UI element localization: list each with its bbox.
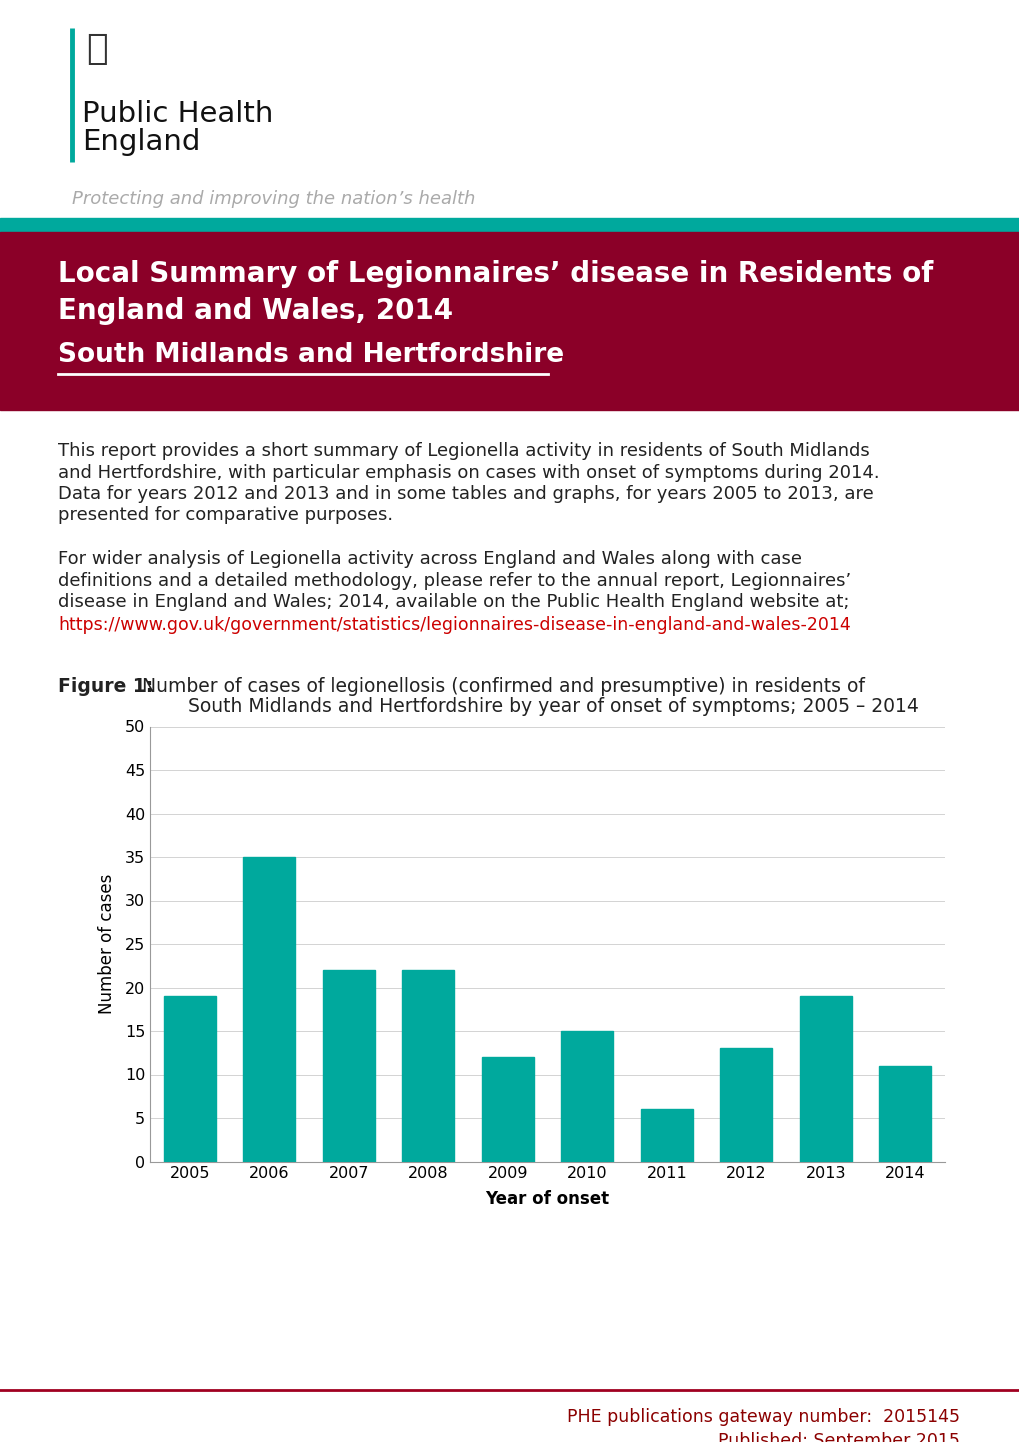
Text: PHE publications gateway number:  2015145: PHE publications gateway number: 2015145 <box>567 1407 959 1426</box>
Bar <box>481 1057 533 1161</box>
Text: presented for comparative purposes.: presented for comparative purposes. <box>58 506 392 525</box>
Bar <box>799 996 851 1161</box>
Text: South Midlands and Hertfordshire by year of onset of symptoms; 2005 – 2014: South Midlands and Hertfordshire by year… <box>187 698 918 717</box>
Bar <box>878 1066 930 1161</box>
Text: and Hertfordshire, with particular emphasis on cases with onset of symptoms duri: and Hertfordshire, with particular empha… <box>58 463 878 482</box>
Text: disease in England and Wales; 2014, available on the Public Health England websi: disease in England and Wales; 2014, avai… <box>58 593 849 611</box>
Text: England: England <box>82 128 200 156</box>
Text: Figure 1:: Figure 1: <box>58 676 153 695</box>
Bar <box>0 232 1019 410</box>
Text: definitions and a detailed methodology, please refer to the annual report, Legio: definitions and a detailed methodology, … <box>58 571 851 590</box>
Text: Protecting and improving the nation’s health: Protecting and improving the nation’s he… <box>72 190 475 208</box>
X-axis label: Year of onset: Year of onset <box>485 1190 609 1208</box>
Bar <box>719 1048 771 1161</box>
Y-axis label: Number of cases: Number of cases <box>99 874 116 1014</box>
Text: 👑: 👑 <box>86 32 108 66</box>
Text: This report provides a short summary of Legionella activity in residents of Sout: This report provides a short summary of … <box>58 443 869 460</box>
Text: Data for years 2012 and 2013 and in some tables and graphs, for years 2005 to 20: Data for years 2012 and 2013 and in some… <box>58 485 873 503</box>
Text: England and Wales, 2014: England and Wales, 2014 <box>58 297 452 324</box>
Bar <box>640 1109 692 1161</box>
Bar <box>164 996 215 1161</box>
Text: Published: September 2015: Published: September 2015 <box>717 1432 959 1442</box>
Text: Local Summary of Legionnaires’ disease in Residents of: Local Summary of Legionnaires’ disease i… <box>58 260 932 288</box>
Bar <box>323 970 374 1161</box>
Text: Number of cases of legionellosis (confirmed and presumptive) in residents of: Number of cases of legionellosis (confir… <box>136 676 864 695</box>
Text: For wider analysis of Legionella activity across England and Wales along with ca: For wider analysis of Legionella activit… <box>58 549 801 568</box>
Text: South Midlands and Hertfordshire: South Midlands and Hertfordshire <box>58 342 564 368</box>
Bar <box>403 970 453 1161</box>
Text: Public Health: Public Health <box>82 99 273 128</box>
Bar <box>244 857 294 1161</box>
Text: https://www.gov.uk/government/statistics/legionnaires-disease-in-england-and-wal: https://www.gov.uk/government/statistics… <box>58 617 850 634</box>
Bar <box>560 1031 612 1161</box>
Bar <box>0 218 1019 232</box>
